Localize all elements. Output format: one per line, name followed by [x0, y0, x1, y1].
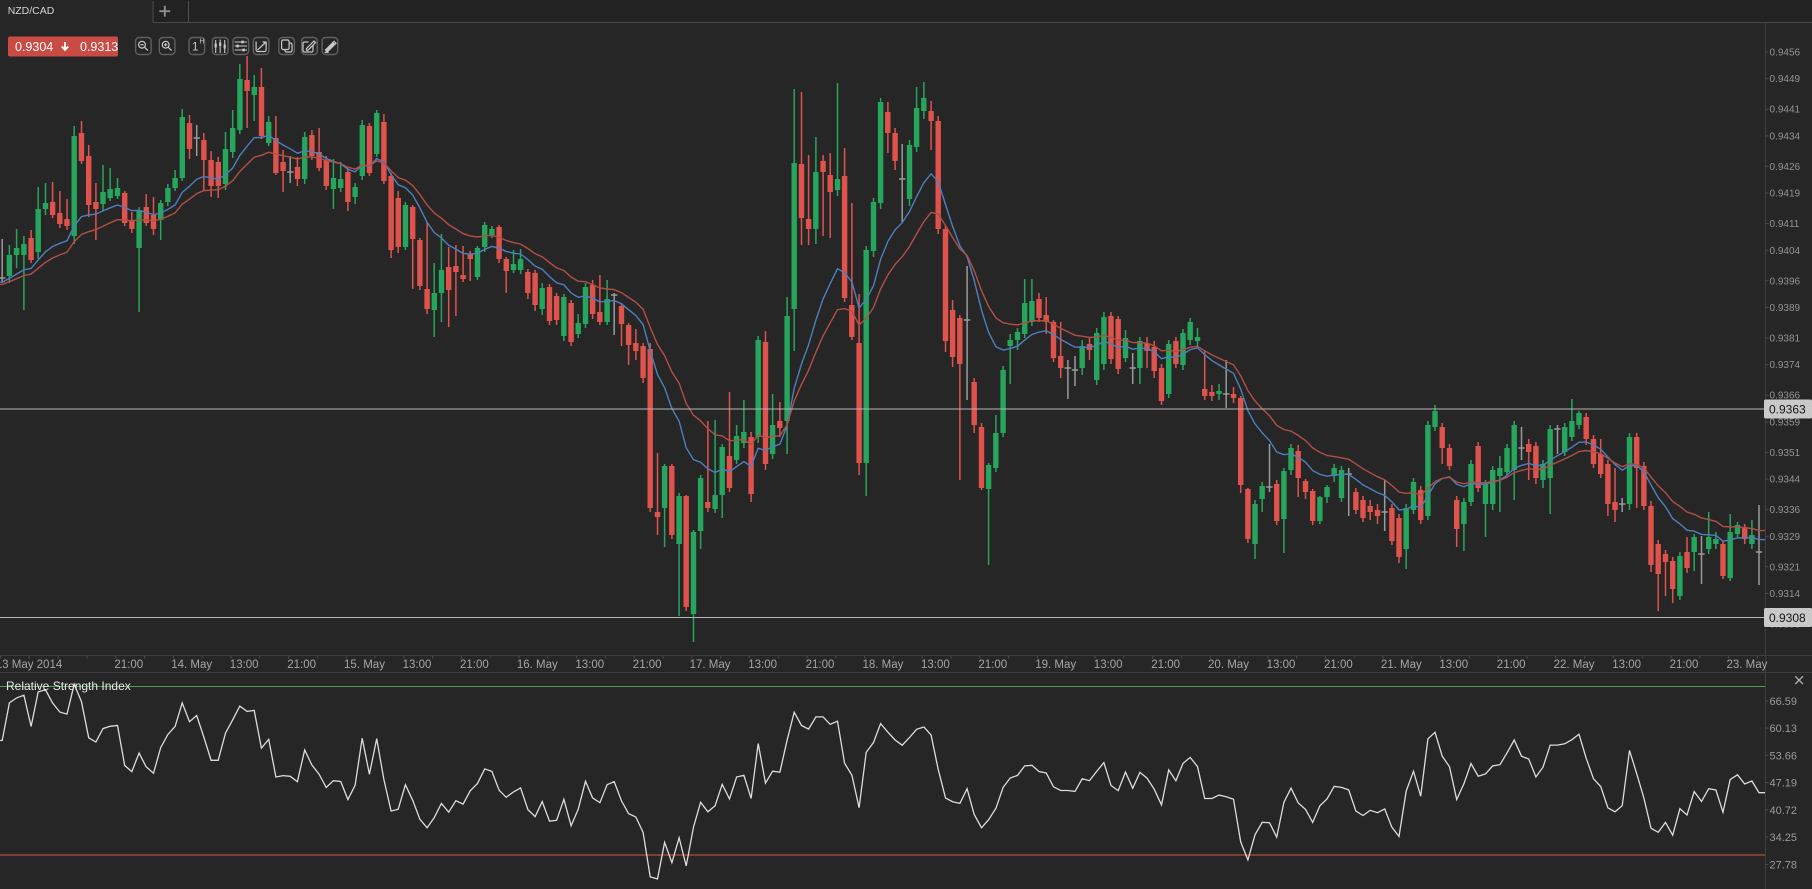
svg-text:0.9456: 0.9456 [1770, 48, 1801, 59]
svg-text:21:00: 21:00 [1670, 659, 1699, 671]
svg-text:0.9329: 0.9329 [1770, 532, 1801, 543]
svg-text:0.9344: 0.9344 [1770, 475, 1801, 486]
svg-text:20. May: 20. May [1208, 659, 1249, 671]
svg-text:34.25: 34.25 [1770, 832, 1798, 844]
svg-text:13:00: 13:00 [230, 659, 259, 671]
svg-text:0.9363: 0.9363 [1769, 403, 1806, 417]
svg-text:47.19: 47.19 [1770, 778, 1798, 790]
svg-text:0.9441: 0.9441 [1770, 105, 1801, 116]
svg-text:13:00: 13:00 [1267, 659, 1296, 671]
svg-text:21:00: 21:00 [114, 659, 143, 671]
svg-text:21:00: 21:00 [1324, 659, 1353, 671]
svg-text:0.9404: 0.9404 [1770, 246, 1801, 257]
svg-text:21:00: 21:00 [287, 659, 316, 671]
svg-text:22. May: 22. May [1554, 659, 1595, 671]
svg-text:H: H [200, 39, 205, 46]
svg-text:0.9321: 0.9321 [1770, 562, 1801, 573]
svg-text:NZD/CAD: NZD/CAD [8, 5, 55, 17]
svg-text:21:00: 21:00 [1497, 659, 1526, 671]
svg-text:0.9419: 0.9419 [1770, 189, 1801, 200]
svg-text:21:00: 21:00 [460, 659, 489, 671]
svg-text:0.9313: 0.9313 [80, 40, 118, 54]
svg-text:0.9314: 0.9314 [1770, 589, 1801, 600]
svg-text:13:00: 13:00 [1612, 659, 1641, 671]
svg-text:0.9381: 0.9381 [1770, 334, 1801, 345]
svg-text:18. May: 18. May [862, 659, 903, 671]
svg-text:13:00: 13:00 [748, 659, 777, 671]
svg-text:0.9359: 0.9359 [1770, 417, 1801, 428]
svg-text:21:00: 21:00 [633, 659, 662, 671]
svg-text:Relative Strength Index: Relative Strength Index [6, 679, 131, 693]
svg-text:0.9434: 0.9434 [1770, 131, 1801, 142]
svg-text:0.9411: 0.9411 [1770, 219, 1800, 230]
svg-text:14. May: 14. May [171, 659, 212, 671]
svg-text:27.78: 27.78 [1770, 859, 1798, 871]
svg-text:13:00: 13:00 [1094, 659, 1123, 671]
svg-text:0.9308: 0.9308 [1769, 611, 1806, 625]
svg-text:13 May 2014: 13 May 2014 [0, 659, 63, 671]
svg-text:0.9396: 0.9396 [1770, 276, 1801, 287]
svg-text:0.9389: 0.9389 [1770, 303, 1801, 314]
svg-text:0.9374: 0.9374 [1770, 360, 1801, 371]
svg-text:60.13: 60.13 [1770, 723, 1798, 735]
svg-text:21:00: 21:00 [806, 659, 835, 671]
svg-text:66.59: 66.59 [1770, 696, 1798, 708]
svg-text:17. May: 17. May [690, 659, 731, 671]
svg-text:53.66: 53.66 [1770, 750, 1798, 762]
svg-text:0.9449: 0.9449 [1770, 74, 1801, 85]
svg-text:1: 1 [192, 42, 198, 54]
svg-text:0.9426: 0.9426 [1770, 162, 1801, 173]
svg-text:15. May: 15. May [344, 659, 385, 671]
svg-text:21:00: 21:00 [978, 659, 1007, 671]
svg-text:13:00: 13:00 [1439, 659, 1468, 671]
svg-text:0.9336: 0.9336 [1770, 505, 1801, 516]
svg-text:13:00: 13:00 [403, 659, 432, 671]
svg-text:21:00: 21:00 [1151, 659, 1180, 671]
svg-text:23. May: 23. May [1726, 659, 1767, 671]
svg-text:0.9366: 0.9366 [1770, 391, 1801, 402]
svg-text:13:00: 13:00 [575, 659, 604, 671]
svg-text:19. May: 19. May [1035, 659, 1076, 671]
svg-text:0.9304: 0.9304 [15, 40, 53, 54]
svg-text:40.72: 40.72 [1770, 805, 1798, 817]
svg-text:13:00: 13:00 [921, 659, 950, 671]
svg-text:21. May: 21. May [1381, 659, 1422, 671]
svg-text:16. May: 16. May [517, 659, 558, 671]
svg-text:0.9351: 0.9351 [1770, 448, 1801, 459]
